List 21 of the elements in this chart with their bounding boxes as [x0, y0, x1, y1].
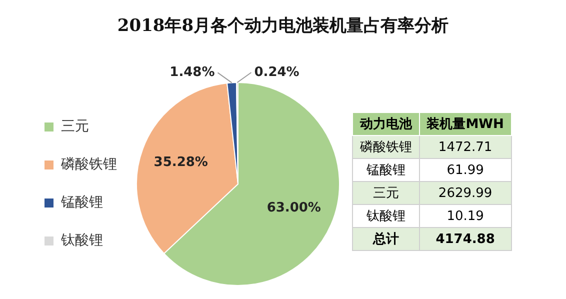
text: 动力电池 — [352, 112, 420, 136]
text: 4174.88 — [419, 228, 512, 250]
text: 总计 — [352, 228, 420, 250]
data-label: 2629.99 — [419, 182, 512, 204]
data-label: 1.48% — [170, 65, 215, 80]
legend-label: 锰酸锂 — [60, 194, 103, 211]
legend-label: 磷酸铁锂 — [60, 156, 117, 173]
category-label: 三元 — [352, 182, 420, 204]
legend-label: 三元 — [61, 118, 89, 135]
data-label: 1472.71 — [419, 136, 512, 158]
data-label: 61.99 — [419, 158, 512, 182]
data-label: 63.00% — [266, 200, 321, 216]
chart-title: 2018年8月各个动力电池装机量占有率分析 — [116, 15, 450, 37]
legend-label: 钛酸锂 — [60, 232, 103, 249]
data-label: 10.19 — [419, 204, 512, 228]
category-label: 钛酸锂 — [352, 204, 420, 228]
text: 装机量MWH — [419, 112, 512, 136]
category-label: 锰酸锂 — [352, 158, 420, 182]
category-label: 磷酸铁锂 — [352, 136, 420, 158]
data-label: 0.24% — [254, 64, 300, 80]
data-label: 35.28% — [154, 155, 208, 170]
